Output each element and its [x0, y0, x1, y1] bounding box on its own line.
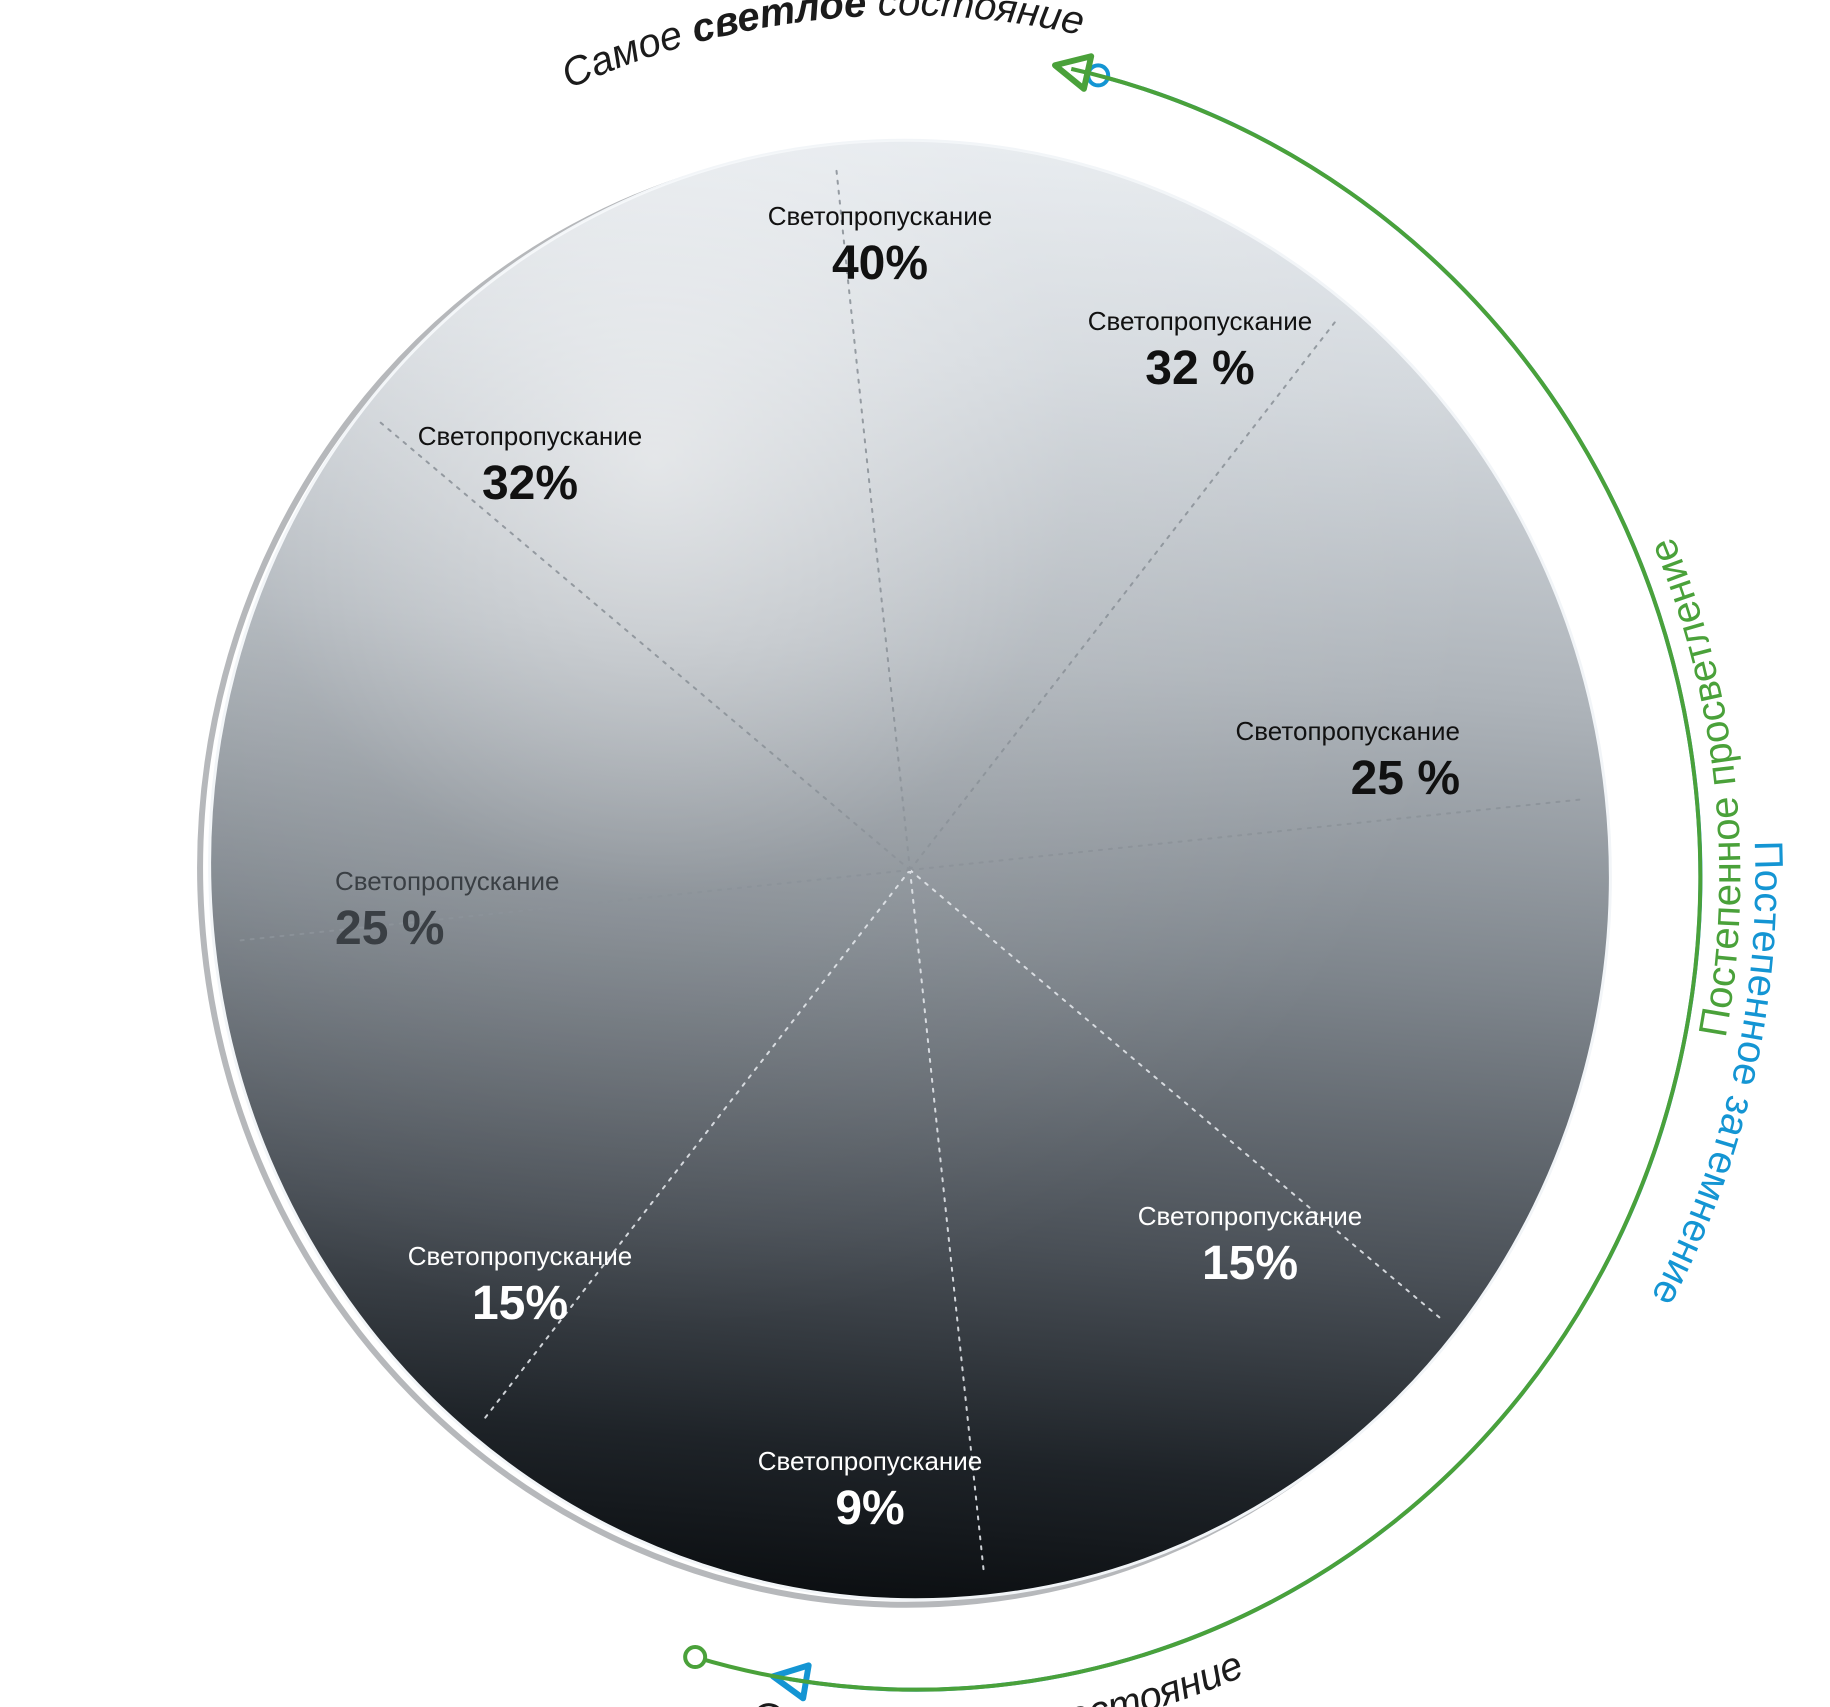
- segment-label: Светопропускание: [1235, 716, 1460, 746]
- label-darkest: Самое темное состояние: [747, 1643, 1249, 1707]
- segment-label: Светопропускание: [768, 201, 993, 231]
- segment-label: Светопропускание: [758, 1446, 983, 1476]
- segment-value: 15%: [472, 1277, 568, 1330]
- segment-label: Светопропускание: [335, 866, 560, 896]
- segment-value: 25 %: [1351, 752, 1460, 805]
- segment-value: 9%: [835, 1482, 904, 1535]
- segment-label: Светопропускание: [418, 421, 643, 451]
- segment-value: 25 %: [335, 902, 444, 955]
- segment-value: 15%: [1202, 1237, 1298, 1290]
- segment-label: Светопропускание: [408, 1241, 633, 1271]
- segment-value: 32%: [482, 457, 578, 510]
- segment-value: 32 %: [1145, 342, 1254, 395]
- segment-label: Светопропускание: [1138, 1201, 1363, 1231]
- arc-lightening-start: [685, 1647, 705, 1667]
- segment-value: 40%: [832, 237, 928, 290]
- segment-label: Светопропускание: [1088, 306, 1313, 336]
- label-lightest: Самое светлое состояние: [555, 0, 1088, 97]
